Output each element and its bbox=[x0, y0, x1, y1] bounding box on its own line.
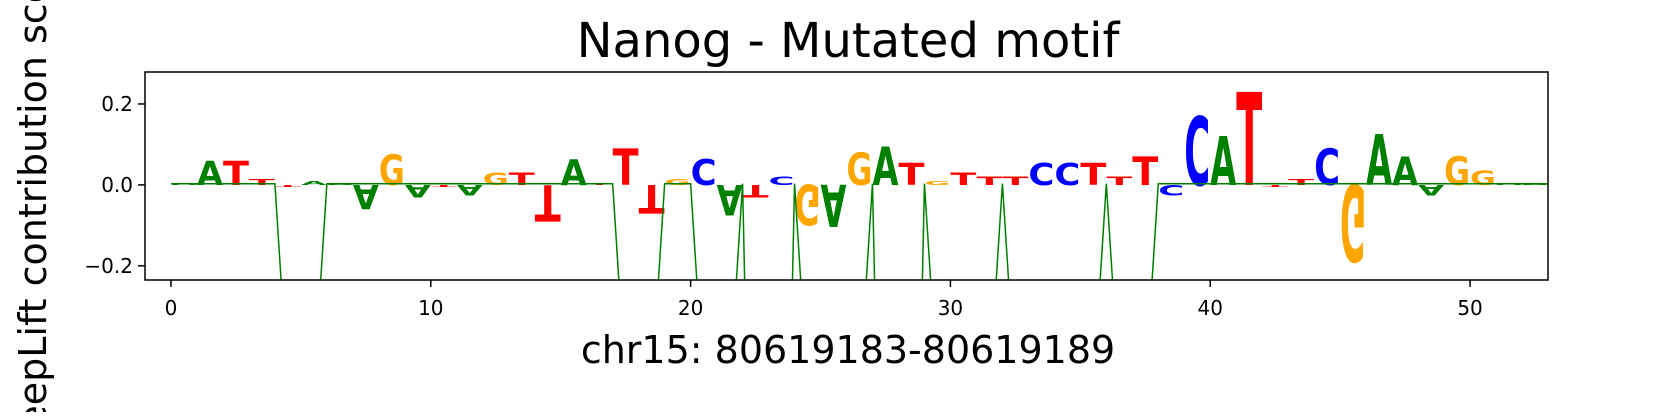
logo-letter: T bbox=[223, 155, 250, 193]
x-tick-label: 0 bbox=[165, 296, 178, 320]
logo-letter: A bbox=[561, 153, 587, 194]
plot-area: A A T T T A A AG A T AG T T A T TT G CA T C G A G A T G T T T C C T T T C C… bbox=[170, 68, 1548, 281]
x-tick-label: 40 bbox=[1198, 296, 1223, 320]
y-tick-label: 0.2 bbox=[101, 92, 133, 116]
logo-letter: A bbox=[457, 181, 483, 197]
logo-letter: A bbox=[353, 177, 379, 216]
y-axis-label: DeepLift contribution scores bbox=[11, 0, 55, 412]
logo-letter: T bbox=[743, 181, 769, 200]
logo-letter: G bbox=[483, 170, 509, 189]
logo-letter: C bbox=[1158, 181, 1184, 197]
logo-letter: A bbox=[301, 180, 328, 186]
logo-letter: T bbox=[1002, 175, 1028, 188]
logo-letter: A bbox=[1392, 149, 1418, 195]
logo-letter: T bbox=[976, 175, 1002, 188]
logo-letter: G bbox=[1444, 150, 1470, 195]
logo-letter: G bbox=[379, 147, 405, 195]
logo-letter: T bbox=[613, 140, 640, 197]
logo-letter: T bbox=[431, 184, 458, 187]
x-axis-label: chr15: 80619183-80619189 bbox=[581, 328, 1115, 372]
logo-letter: T bbox=[249, 177, 275, 187]
logo-letter: T bbox=[898, 158, 924, 193]
logo-letter: G bbox=[924, 180, 950, 186]
logo-letter: C bbox=[1054, 156, 1080, 192]
logo-letter: T bbox=[1080, 158, 1106, 193]
x-tick-label: 20 bbox=[678, 296, 703, 320]
x-tick-label: 50 bbox=[1457, 296, 1482, 320]
logo-letter: G bbox=[847, 145, 873, 197]
x-tick-label: 30 bbox=[938, 296, 963, 320]
logo-letter: T bbox=[950, 170, 976, 189]
logo-letter: A bbox=[197, 154, 223, 193]
logo-letter: A bbox=[1418, 181, 1444, 197]
y-tick-label: 0.0 bbox=[101, 173, 133, 197]
logo-letter: G bbox=[795, 171, 821, 236]
logo-letter: G bbox=[1340, 159, 1366, 281]
logo-letter: C bbox=[1314, 140, 1340, 198]
logo-letter: T bbox=[535, 173, 562, 230]
logo-letter: T bbox=[1236, 68, 1262, 216]
logo-letter: G bbox=[1470, 168, 1496, 190]
logo-letter: A bbox=[1210, 124, 1236, 201]
logo-letter: A bbox=[872, 137, 898, 198]
x-tick-label: 10 bbox=[418, 296, 443, 320]
logo-letter: T bbox=[1106, 175, 1132, 188]
logo-letter: A bbox=[405, 181, 432, 200]
logo-letter: C bbox=[1184, 98, 1210, 208]
logo-letter: A bbox=[821, 170, 847, 237]
chart-title: Nanog - Mutated motif bbox=[577, 13, 1121, 69]
y-tick-label: −0.2 bbox=[84, 254, 133, 278]
axes-frame bbox=[144, 71, 1549, 281]
logo-letter: C bbox=[691, 153, 717, 194]
logo-letter: C bbox=[769, 175, 795, 188]
logo-letter: T bbox=[509, 170, 535, 189]
logo-letter: A bbox=[717, 175, 744, 223]
logo-letter: T bbox=[1132, 150, 1159, 195]
logo-letter: T bbox=[1288, 177, 1314, 187]
logo-letter: T bbox=[1262, 184, 1289, 187]
contribution-line bbox=[170, 182, 1548, 280]
logo-letter: A bbox=[1366, 120, 1392, 201]
logo-letter: G bbox=[665, 178, 691, 187]
logo-letter: T bbox=[639, 175, 666, 220]
logo-letter: T bbox=[275, 184, 302, 187]
logo-letter: C bbox=[1028, 156, 1054, 192]
